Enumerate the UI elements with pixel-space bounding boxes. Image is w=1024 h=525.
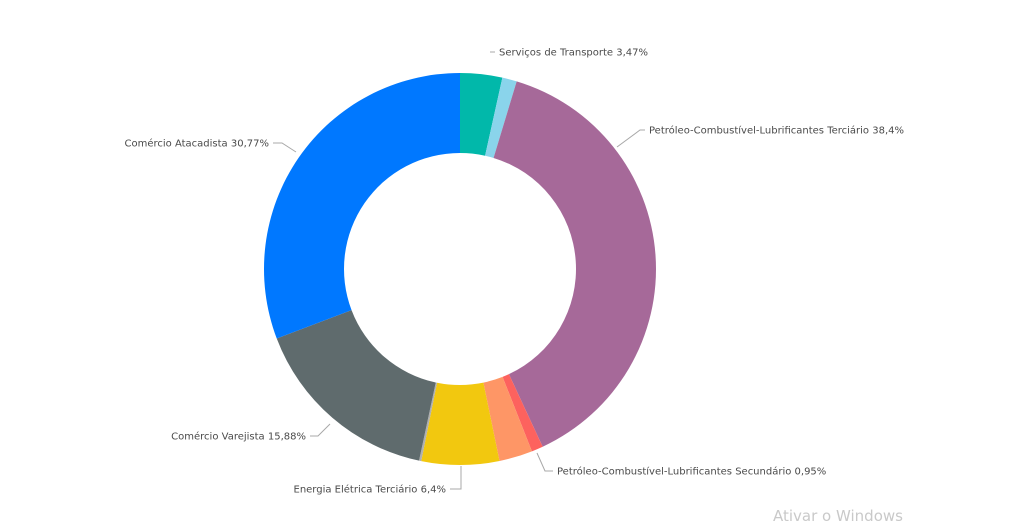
slice-unlabeled-6[interactable] [419, 382, 438, 462]
leader-line-comercio-varejista [310, 423, 331, 437]
windows-activation-watermark: Ativar o Windows [773, 507, 903, 525]
label-petroleo-combustivel-lubrificantes-terciario: Petróleo-Combustível-Lubrificantes Terci… [649, 125, 904, 137]
leader-line-energia-eletrica-terciario [450, 466, 462, 490]
slice-energia-eletrica-terciario[interactable] [421, 382, 500, 465]
leader-line-comercio-atacadista [273, 142, 297, 153]
label-comercio-atacadista: Comércio Atacadista 30,77% [125, 138, 270, 150]
slice-comercio-varejista[interactable] [276, 310, 436, 461]
slice-labels: Serviços de Transporte 3,47% Petróleo-Com… [125, 48, 905, 496]
slice-petroleo-combustivel-lubrificantes-secundario[interactable] [502, 374, 543, 452]
leader-line-petroleo-combustivel-lubrificantes-terciario [616, 129, 645, 148]
label-petroleo-combustivel-lubrificantes-secundario: Petróleo-Combustível-Lubrificantes Secun… [557, 466, 826, 478]
slice-unlabeled-1[interactable] [485, 77, 517, 158]
label-energia-eletrica-terciario: Energia Elétrica Terciário 6,4% [294, 484, 447, 496]
slice-servicos-de-transporte[interactable] [460, 73, 503, 156]
leader-line-petroleo-combustivel-lubrificantes-secundario [536, 452, 553, 472]
slice-comercio-atacadista[interactable] [264, 73, 460, 339]
slice-unlabeled-4[interactable] [483, 376, 532, 461]
slice-petroleo-combustivel-lubrificantes-terciario[interactable] [493, 81, 657, 447]
label-comercio-varejista: Comércio Varejista 15,88% [171, 431, 306, 443]
donut-slices [264, 73, 657, 465]
label-servicos-de-transporte: Serviços de Transporte 3,47% [499, 48, 648, 59]
